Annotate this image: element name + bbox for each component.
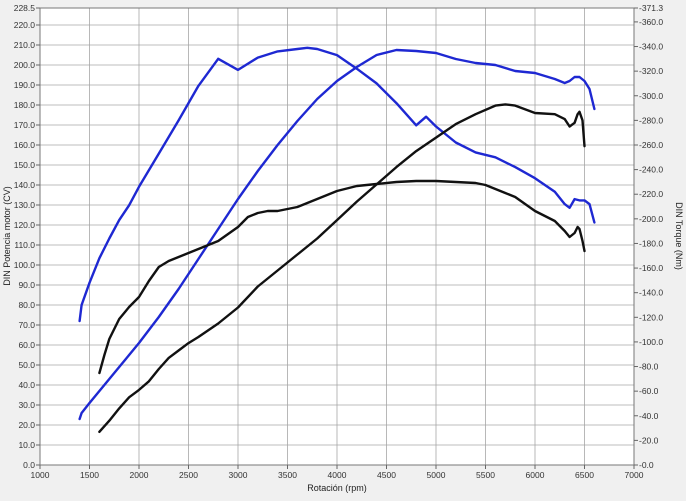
y-right-tick-label: -320.0	[639, 66, 663, 76]
x-tick-label: 3000	[229, 470, 248, 480]
y-left-tick-label: 60.0	[18, 340, 35, 350]
grid	[39, 8, 635, 466]
y-right-tick-label: -360.0	[639, 17, 663, 27]
x-axis-label: Rotación (rpm)	[307, 483, 367, 493]
y-right-tick-label: -80.0	[639, 362, 659, 372]
y-left-tick-label: 80.0	[18, 300, 35, 310]
y-left-tick-label: 160.0	[14, 140, 36, 150]
x-tick-label: 3500	[278, 470, 297, 480]
y-left-tick-label: 180.0	[14, 100, 36, 110]
y-left-tick-label: 70.0	[18, 320, 35, 330]
y-right-tick-label: -0.0	[639, 460, 654, 470]
y-right-tick-label: -100.0	[639, 337, 663, 347]
y-right-tick-label: -60.0	[639, 386, 659, 396]
series-line-2	[98, 179, 586, 375]
y-right-tick-label: -20.0	[639, 435, 659, 445]
series-line-3	[78, 46, 596, 323]
y-left-tick-label: 190.0	[14, 80, 36, 90]
y-left-tick-label: 20.0	[18, 420, 35, 430]
y-right-tick-label: -40.0	[639, 411, 659, 421]
x-tick-label: 1500	[80, 470, 99, 480]
y-right-tick-label: -300.0	[639, 91, 663, 101]
y-left-tick-label: 200.0	[14, 60, 36, 70]
y-right-tick-label: -280.0	[639, 115, 663, 125]
y-left-tick-label: 130.0	[14, 200, 36, 210]
y-right-tick-label: -240.0	[639, 165, 663, 175]
y-left-tick-label: 100.0	[14, 260, 36, 270]
x-tick-label: 1000	[31, 470, 50, 480]
y-left-tick-label: 110.0	[14, 240, 35, 250]
y-right-tick-label: -180.0	[639, 238, 663, 248]
y-left-tick-label: 220.0	[14, 20, 36, 30]
axis-ticks: 1000 1500 2000 2500 3000 3500 4000 4500 5000 5500…	[14, 3, 664, 480]
y-left-tick-label: 170.0	[14, 120, 36, 130]
y-axis-left-label: DIN Potencia motor (CV)	[2, 186, 12, 286]
series-line-1	[78, 48, 596, 421]
y-left-tick-label: 140.0	[14, 180, 36, 190]
x-tick-label: 2500	[179, 470, 198, 480]
y-left-tick-label: 90.0	[18, 280, 35, 290]
y-right-tick-label: -140.0	[639, 288, 663, 298]
y-right-tick-label: -260.0	[639, 140, 663, 150]
x-tick-label: 4500	[377, 470, 396, 480]
y-axis-right-label: DIN Torque (Nm)	[674, 202, 684, 270]
y-left-tick-label: 50.0	[18, 360, 35, 370]
y-left-tick-label: 10.0	[18, 440, 35, 450]
series-line-4	[98, 103, 586, 433]
y-left-tick-label: 228.5	[14, 3, 36, 13]
y-right-tick-label: -220.0	[639, 189, 663, 199]
x-tick-label: 5500	[476, 470, 495, 480]
y-right-tick-label: -160.0	[639, 263, 663, 273]
y-right-tick-label: -120.0	[639, 312, 663, 322]
y-left-tick-label: 120.0	[14, 220, 36, 230]
x-tick-label: 6500	[575, 470, 594, 480]
y-left-tick-label: 30.0	[18, 400, 35, 410]
x-tick-label: 5000	[427, 470, 446, 480]
x-tick-label: 4000	[328, 470, 347, 480]
x-tick-label: 7000	[625, 470, 644, 480]
x-tick-label: 6000	[526, 470, 545, 480]
y-right-tick-label: -200.0	[639, 214, 663, 224]
y-left-tick-label: 40.0	[18, 380, 35, 390]
y-left-tick-label: 150.0	[14, 160, 36, 170]
x-tick-label: 2000	[130, 470, 149, 480]
y-left-tick-label: 0.0	[23, 460, 35, 470]
y-left-tick-label: 210.0	[14, 40, 36, 50]
series-lines	[78, 46, 596, 433]
y-right-tick-label: -371.3	[639, 3, 663, 13]
y-right-tick-label: -340.0	[639, 42, 663, 52]
